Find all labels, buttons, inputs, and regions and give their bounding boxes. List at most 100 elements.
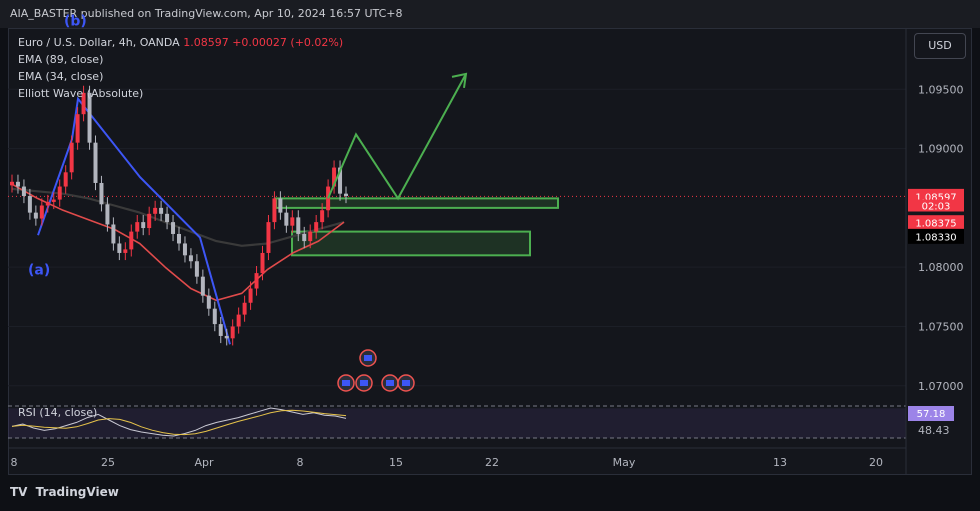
currency-button[interactable]: USD: [914, 33, 966, 59]
candle-body: [320, 210, 325, 223]
chart-legend: Euro / U.S. Dollar, 4h, OANDA 1.08597 +0…: [18, 34, 343, 102]
axes: 1.09500 1.09000 1.08000 1.07500 1.07000 8 25 Ap…: [8, 28, 964, 475]
tradingview-logo[interactable]: TV TradingView: [10, 485, 119, 499]
price-label-ema34: 1.08375: [908, 215, 964, 231]
candle-body: [266, 222, 271, 253]
candle: [338, 160, 343, 201]
candle-body: [194, 261, 199, 277]
candle-body: [290, 217, 295, 226]
rsi-band: [8, 408, 906, 439]
candle-body: [27, 196, 32, 213]
candle-body: [236, 314, 241, 327]
candle-body: [302, 233, 307, 242]
candle: [302, 226, 307, 249]
y-tick-label: 1.08000: [918, 261, 964, 274]
candle-body: [135, 222, 140, 232]
elliott-wave-line: [37, 96, 231, 345]
candle: [153, 200, 158, 221]
x-tick-label: 8: [297, 456, 304, 469]
candle-body: [129, 231, 134, 250]
grid-lines: [8, 88, 906, 387]
candle: [218, 316, 223, 344]
candle: [99, 175, 104, 212]
supply-zone: [275, 197, 559, 209]
candle: [320, 203, 325, 230]
indicator-ema34[interactable]: EMA (34, close): [18, 70, 104, 83]
candle-body: [117, 243, 122, 253]
rsi-pane: RSI (14, close) 57.18 48.43: [8, 405, 954, 439]
candle: [242, 295, 247, 322]
candle: [194, 254, 199, 284]
supply-zones: [275, 197, 559, 257]
candle-body: [230, 326, 235, 339]
x-tick-label: 20: [869, 456, 883, 469]
indicator-elliott-wave[interactable]: Elliott Wave (Absolute): [18, 87, 144, 100]
candle-body: [200, 276, 205, 296]
candle-body: [314, 222, 319, 232]
candle-body: [81, 92, 86, 115]
price-label-text: 02:03: [922, 202, 951, 213]
candle-body: [171, 222, 176, 234]
y-tick-label: 1.07500: [918, 320, 964, 333]
candle: [10, 174, 14, 193]
event-flag-icon: [397, 374, 415, 392]
projection-line: [327, 73, 467, 201]
candle-body: [57, 186, 62, 200]
price-label-text: 1.08330: [915, 232, 956, 243]
candle-body: [278, 198, 283, 213]
candle-body: [212, 308, 217, 325]
candle: [87, 85, 92, 150]
candle: [272, 191, 277, 230]
candle-body: [177, 233, 181, 244]
rsi-legend: RSI (14, close): [18, 406, 97, 419]
candle-body: [141, 222, 146, 229]
tv-logo-text: TradingView: [35, 485, 119, 499]
rsi-value-label: 57.18: [908, 406, 954, 421]
candle: [188, 248, 193, 269]
candle-body: [242, 302, 247, 315]
symbol-line: Euro / U.S. Dollar, 4h, OANDA 1.08597 +0…: [18, 34, 343, 51]
candle-body: [63, 172, 68, 187]
event-flag-mark: [360, 380, 368, 386]
candle-body: [75, 114, 80, 143]
rsi-value-text: 57.18: [917, 409, 946, 420]
candle-body: [123, 249, 128, 253]
x-tick-label: 22: [485, 456, 499, 469]
candle: [212, 301, 217, 332]
candle-body: [153, 207, 158, 214]
y-tick-label: 1.07000: [918, 380, 964, 393]
candle-body: [182, 243, 187, 256]
candle-body: [284, 212, 289, 226]
candle: [284, 205, 289, 233]
candle: [266, 215, 271, 261]
price-label-bg: [908, 215, 964, 231]
candle: [254, 265, 259, 296]
candle: [105, 197, 110, 232]
candle: [171, 215, 176, 242]
candle-body: [45, 201, 50, 206]
price-label-countdown: 02:03: [908, 199, 964, 213]
candle-body: [248, 288, 253, 303]
x-tick-label: 13: [773, 456, 787, 469]
candle-body: [338, 167, 343, 194]
rsi-tick-label: 48.43: [918, 424, 950, 437]
candle-body: [51, 199, 56, 202]
candle: [93, 135, 98, 191]
candle: [63, 165, 68, 194]
indicator-ema89[interactable]: EMA (89, close): [18, 53, 104, 66]
wave-label: (b): [64, 13, 87, 29]
candle: [81, 85, 86, 122]
candle-body: [332, 167, 337, 187]
publisher-bar: AIA_BASTER published on TradingView.com,…: [0, 0, 980, 28]
candle: [111, 217, 116, 251]
candle: [123, 242, 128, 261]
x-tick-label: 8: [11, 456, 18, 469]
event-flag-mark: [364, 355, 372, 361]
rsi-value-bg: [908, 406, 954, 421]
candle-body: [188, 255, 193, 262]
chart-frame[interactable]: [8, 28, 972, 475]
event-flags: [337, 349, 415, 392]
event-flag-mark: [342, 380, 350, 386]
x-tick-label: Apr: [194, 456, 214, 469]
